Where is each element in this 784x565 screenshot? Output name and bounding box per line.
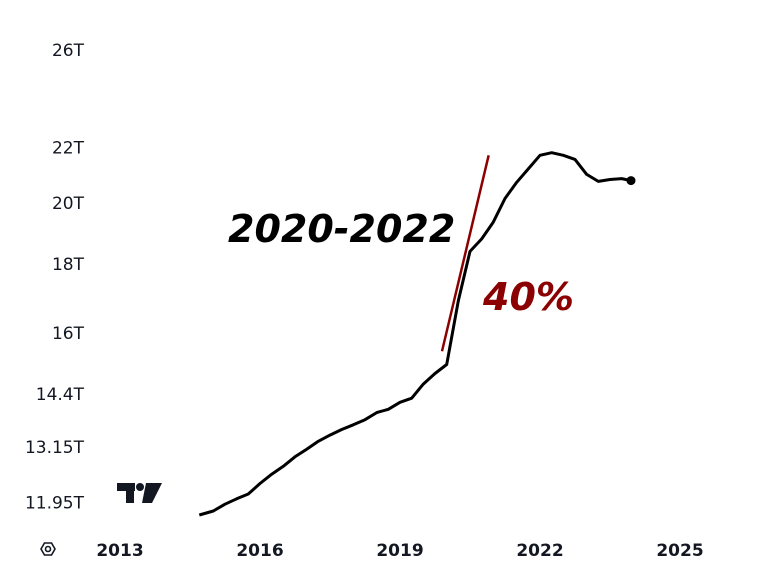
- x-tick-label: 2016: [236, 541, 283, 561]
- series-line: [198, 151, 632, 517]
- x-tick-label: 2013: [96, 541, 143, 561]
- settings-icon[interactable]: [40, 542, 56, 556]
- last-data-point: [626, 176, 636, 186]
- y-tick-label: 22T: [52, 138, 85, 158]
- x-tick-label: 2025: [656, 541, 703, 561]
- y-tick-label: 20T: [52, 194, 85, 214]
- trend-line: [440, 155, 490, 352]
- y-tick-label: 16T: [52, 324, 85, 344]
- y-tick-label: 18T: [52, 255, 85, 275]
- y-tick-label: 13.15T: [25, 438, 85, 458]
- annotation-percent: 40%: [482, 275, 574, 319]
- y-tick-label: 11.95T: [25, 494, 85, 514]
- x-tick-label: 2019: [376, 541, 423, 561]
- x-axis-ticks: 2013 2016 2019 2022 2025: [96, 541, 703, 561]
- y-tick-label: 14.4T: [36, 385, 85, 405]
- annotation-period: 2020-2022: [228, 207, 455, 251]
- y-axis-ticks: 26T 22T 20T 18T 16T 14.4T 13.15T 11.95T: [25, 41, 85, 514]
- x-tick-label: 2022: [516, 541, 563, 561]
- y-tick-label: 26T: [52, 41, 85, 61]
- tradingview-logo-icon: [117, 483, 162, 503]
